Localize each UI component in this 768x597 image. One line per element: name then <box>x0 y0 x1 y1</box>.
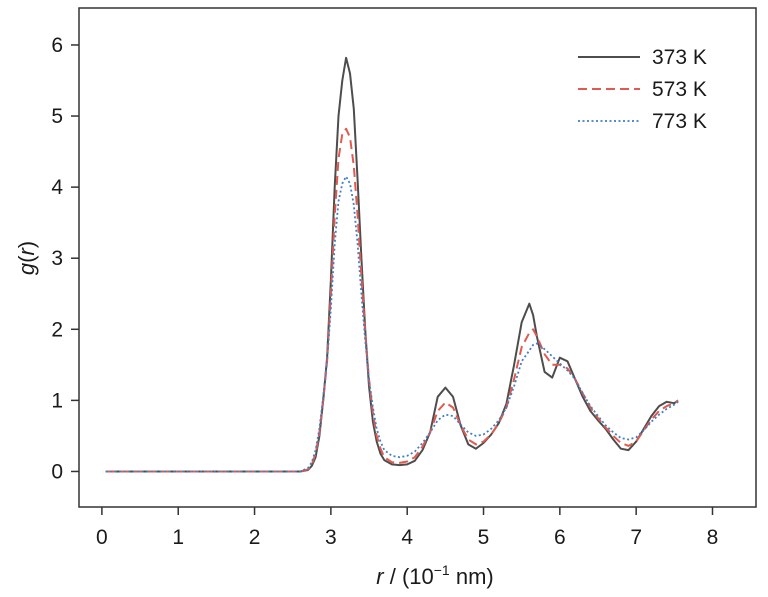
y-tick-label: 6 <box>51 34 63 57</box>
x-axis-title: r / (10−1 nm) <box>376 562 493 589</box>
series-line-3 <box>105 175 679 473</box>
x-tick-label: 5 <box>478 526 490 549</box>
legend-label-3: 773 K <box>652 110 707 133</box>
legend: 373 K 573 K 773 K <box>578 46 707 133</box>
legend-label-2: 573 K <box>652 78 707 101</box>
x-tick-label: 4 <box>401 526 413 549</box>
x-tick-label: 7 <box>630 526 642 549</box>
x-tick-label: 0 <box>96 526 108 549</box>
x-tick-label: 6 <box>554 526 566 549</box>
series-line-2 <box>105 127 679 473</box>
x-axis: 0 1 2 3 4 5 6 7 8 <box>96 507 718 549</box>
y-tick-label: 5 <box>51 105 63 128</box>
y-tick-label: 4 <box>51 176 63 199</box>
y-tick-label: 3 <box>51 247 63 270</box>
x-tick-label: 8 <box>707 526 719 549</box>
y-axis-title: g(r) <box>14 241 39 275</box>
x-tick-label: 2 <box>249 526 261 549</box>
y-tick-label: 2 <box>51 318 63 341</box>
y-tick-label: 1 <box>51 389 63 412</box>
x-tick-label: 3 <box>325 526 337 549</box>
legend-label-1: 373 K <box>652 46 707 69</box>
series-layer <box>105 56 679 473</box>
y-tick-label: 0 <box>51 460 63 483</box>
y-axis: 0 1 2 3 4 5 6 <box>51 34 79 483</box>
x-tick-label: 1 <box>172 526 184 549</box>
